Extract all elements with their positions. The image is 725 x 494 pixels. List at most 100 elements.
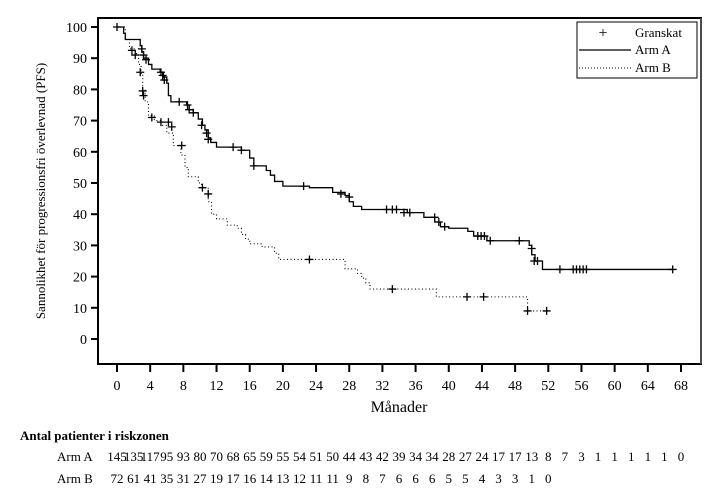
at-risk-value: 17 — [226, 471, 240, 486]
x-tick-label: 16 — [243, 379, 257, 394]
at-risk-value: 28 — [442, 449, 456, 464]
at-risk-value: 7 — [379, 471, 386, 486]
censor-mark-arm-a — [555, 265, 564, 274]
at-risk-value: 39 — [392, 449, 406, 464]
legend-label-censored: Granskat — [635, 25, 682, 40]
at-risk-value: 135 — [123, 449, 144, 464]
at-risk-value: 95 — [160, 449, 174, 464]
censor-mark-arm-a — [434, 218, 443, 226]
x-tick-label: 28 — [342, 379, 356, 394]
at-risk-value: 27 — [458, 449, 472, 464]
x-tick-label: 20 — [276, 379, 290, 394]
at-risk-value: 6 — [428, 471, 436, 486]
at-risk-value: 72 — [110, 471, 124, 486]
y-tick-label: 40 — [73, 208, 87, 223]
at-risk-value: 4 — [478, 471, 486, 486]
censor-mark-arm-b — [127, 46, 136, 55]
censor-mark-arm-a — [430, 213, 439, 222]
at-risk-title: Antal patienter i riskzonen — [20, 428, 169, 443]
censor-mark-arm-b — [136, 68, 145, 77]
curves — [113, 23, 677, 315]
x-tick-label: 52 — [541, 379, 555, 394]
y-axis: 0 10 20 30 40 50 60 70 80 90 100 — [66, 21, 98, 348]
at-risk-value: 93 — [176, 449, 190, 464]
x-tick-label: 36 — [409, 379, 423, 394]
censor-mark-arm-a — [582, 265, 591, 274]
at-risk-row-label: Arm B — [57, 471, 93, 486]
legend-marker-censored: + — [598, 25, 607, 42]
y-tick-label: 30 — [73, 239, 87, 254]
y-tick-label: 50 — [73, 177, 87, 192]
censor-mark-arm-a — [204, 135, 213, 144]
censor-mark-arm-b — [131, 51, 140, 60]
y-axis-title: Sannolikhet för progressionsfri överlevn… — [33, 63, 48, 319]
censor-mark-arm-b — [167, 122, 176, 131]
at-risk-value: 12 — [292, 471, 306, 486]
censor-mark-arm-a — [137, 44, 146, 53]
censor-mark-arm-a — [160, 76, 169, 85]
at-risk-value: 50 — [326, 449, 340, 464]
at-risk-value: 68 — [226, 449, 240, 464]
x-tick-label: 56 — [574, 379, 588, 394]
censor-mark-arm-a — [486, 236, 495, 245]
censor-mark-arm-a — [185, 105, 194, 114]
at-risk-value: 43 — [359, 449, 373, 464]
censor-mark-arm-b — [198, 183, 207, 192]
at-risk-row-label: Arm A — [57, 449, 93, 464]
censor-mark-arm-b — [177, 141, 186, 150]
at-risk-value: 9 — [345, 471, 353, 486]
censor-mark-arm-a — [139, 51, 148, 60]
at-risk-value: 54 — [292, 449, 306, 464]
y-tick-label: 60 — [73, 146, 87, 161]
at-risk-value: 55 — [276, 449, 290, 464]
at-risk-value: 5 — [445, 471, 453, 486]
x-tick-label: 24 — [309, 379, 323, 394]
censor-mark-arm-b — [139, 91, 148, 100]
censor-mark-arm-b — [388, 285, 397, 294]
at-risk-value: 117 — [140, 449, 160, 464]
x-tick-label: 48 — [508, 379, 522, 394]
y-tick-label: 80 — [73, 83, 87, 98]
at-risk-value: 24 — [475, 449, 489, 464]
x-tick-label: 0 — [114, 379, 121, 394]
at-risk-value: 41 — [143, 471, 157, 486]
censor-mark-arm-a — [229, 143, 238, 152]
at-risk-value: 6 — [395, 471, 403, 486]
censor-mark-arm-a — [345, 193, 354, 202]
censor-mark-arm-a — [299, 182, 308, 191]
censor-mark-arm-a — [142, 55, 151, 64]
at-risk-value: 0 — [545, 471, 552, 486]
y-tick-label: 90 — [73, 52, 87, 67]
x-axis: 0 4 8 12 16 20 24 28 32 36 40 44 48 52 56 60 64 68 — [114, 365, 688, 394]
at-risk-value: 27 — [193, 471, 207, 486]
y-tick-label: 70 — [73, 115, 87, 130]
censor-mark-arm-a — [440, 222, 449, 231]
censor-mark-arm-a — [668, 265, 677, 274]
x-tick-label: 12 — [210, 379, 224, 394]
at-risk-value: 1 — [627, 449, 635, 464]
at-risk-value: 3 — [578, 449, 585, 464]
censor-mark-arm-b — [156, 118, 165, 127]
at-risk-value: 65 — [243, 449, 257, 464]
at-risk-value: 3 — [511, 471, 519, 486]
at-risk-value: 34 — [425, 449, 439, 464]
x-tick-label: 4 — [147, 379, 154, 394]
curve-arm-b — [117, 26, 549, 312]
at-risk-value: 5 — [462, 471, 469, 486]
censor-mark-arm-a — [392, 205, 401, 214]
at-risk-value: 19 — [210, 471, 224, 486]
at-risk-value: 8 — [362, 471, 370, 486]
censor-mark-arm-a — [527, 244, 536, 253]
y-tick-label: 0 — [80, 333, 87, 348]
censor-mark-arm-a — [249, 161, 258, 170]
censor-mark-arm-a — [202, 129, 211, 138]
censor-mark-arm-b — [542, 306, 551, 315]
x-tick-label: 44 — [475, 379, 489, 394]
at-risk-value: 1 — [528, 471, 535, 486]
at-risk-value: 8 — [545, 449, 552, 464]
censor-mark-arm-b — [204, 189, 213, 198]
at-risk-value: 34 — [409, 449, 423, 464]
at-risk-value: 16 — [243, 471, 257, 486]
at-risk-value: 1 — [644, 449, 652, 464]
